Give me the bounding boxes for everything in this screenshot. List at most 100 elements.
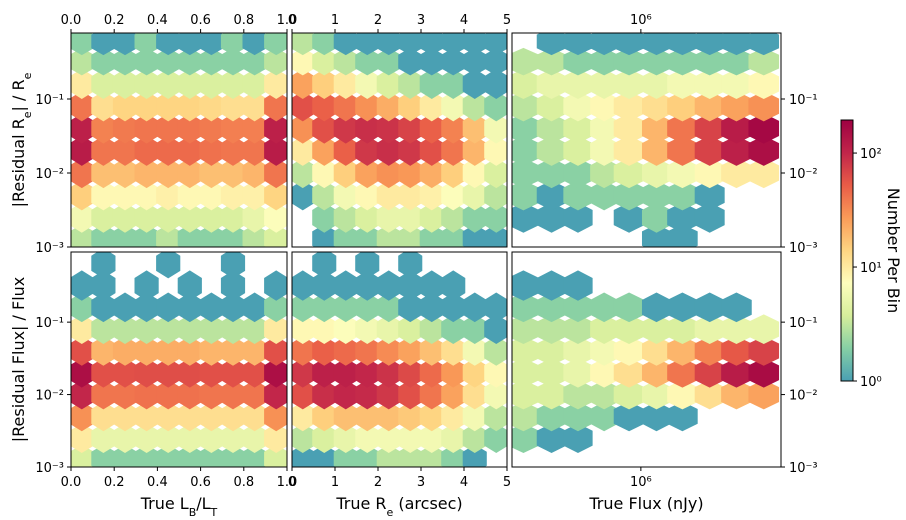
hex-cell bbox=[91, 157, 116, 189]
hex-cell bbox=[199, 202, 224, 233]
hex-cell bbox=[484, 202, 507, 233]
hex-cell bbox=[694, 379, 725, 410]
hex-cell bbox=[694, 292, 725, 323]
hex-cell bbox=[264, 401, 287, 432]
hex-cell bbox=[376, 180, 401, 211]
x-tick-label: 5 bbox=[503, 13, 511, 28]
hex-cell bbox=[694, 68, 725, 100]
hex-cell bbox=[419, 68, 444, 100]
hex-cell bbox=[264, 357, 287, 388]
hex-cell bbox=[355, 379, 380, 410]
hex-cell bbox=[355, 47, 380, 76]
hex-cell bbox=[242, 401, 267, 432]
hex-cell bbox=[613, 135, 645, 166]
hex-cell bbox=[667, 202, 698, 233]
hex-cell bbox=[484, 157, 507, 189]
hex-cell bbox=[462, 202, 487, 233]
hex-cell bbox=[536, 135, 567, 166]
hex-cell bbox=[590, 401, 619, 432]
hex-cell bbox=[220, 270, 246, 301]
hex-cell bbox=[563, 401, 593, 432]
hex-cell bbox=[613, 33, 645, 56]
hex-cell bbox=[333, 113, 358, 144]
hex-cell bbox=[536, 91, 567, 122]
colorbar-tick-label: 10¹ bbox=[860, 261, 882, 276]
hex-cell bbox=[355, 68, 380, 100]
y-tick-label: 10⁻¹ bbox=[789, 93, 818, 108]
hex-cell bbox=[590, 357, 619, 388]
x-tick-label: 0.0 bbox=[61, 475, 82, 490]
hex-cell bbox=[333, 180, 358, 211]
label-part: e bbox=[21, 72, 34, 79]
axis-label: True LB/LT bbox=[140, 494, 218, 519]
label-part: True R bbox=[335, 494, 386, 513]
hex-cell bbox=[312, 157, 337, 189]
hex-cell bbox=[462, 444, 487, 467]
hex-cell bbox=[71, 379, 94, 410]
hex-cell bbox=[333, 401, 358, 432]
hex-cell bbox=[398, 270, 423, 301]
hex-cell bbox=[563, 423, 593, 454]
hex-cell bbox=[134, 379, 159, 410]
hex-cell bbox=[667, 33, 698, 56]
hex-cell bbox=[112, 401, 138, 432]
x-tick-label: 10⁶ bbox=[630, 475, 652, 490]
hex-cell bbox=[333, 336, 358, 366]
hex-cell bbox=[694, 91, 725, 122]
hex-cell bbox=[71, 423, 94, 454]
hex-cell bbox=[71, 135, 94, 166]
hex-cell bbox=[590, 379, 619, 410]
hex-cell bbox=[398, 180, 423, 211]
y-tick-label: 10⁻² bbox=[789, 167, 818, 182]
hex-cell bbox=[536, 292, 567, 323]
hex-cell bbox=[590, 47, 619, 76]
hex-cell bbox=[134, 270, 159, 301]
x-tick-label: 2 bbox=[374, 475, 382, 490]
hex-cell bbox=[441, 68, 466, 100]
panel-frame bbox=[511, 251, 782, 468]
hex-cell bbox=[419, 270, 444, 301]
hex-cell bbox=[484, 113, 507, 144]
hex-cell bbox=[292, 91, 315, 122]
x-tick-label: 0.6 bbox=[190, 475, 211, 490]
hex-cell bbox=[112, 135, 138, 166]
hex-cell bbox=[462, 180, 487, 211]
hex-cell bbox=[441, 157, 466, 189]
hex-cell bbox=[292, 68, 315, 100]
x-tick-label: 0.4 bbox=[147, 13, 168, 28]
label-part: True Flux (nJy) bbox=[588, 494, 703, 513]
hex-cell bbox=[721, 314, 752, 344]
x-tick-label: 4 bbox=[460, 13, 468, 28]
hex-cell bbox=[242, 47, 267, 76]
hex-cell bbox=[694, 336, 725, 366]
hex-cell bbox=[199, 423, 224, 454]
hex-cell bbox=[694, 202, 725, 233]
hex-cell bbox=[641, 336, 672, 366]
hex-cell bbox=[199, 135, 224, 166]
hex-cell bbox=[91, 423, 116, 454]
hex-cell bbox=[264, 91, 287, 122]
y-tick-label: 10⁻² bbox=[35, 167, 64, 182]
hex-cell bbox=[264, 113, 287, 144]
hex-cell bbox=[355, 180, 380, 211]
hex-cell bbox=[376, 336, 401, 366]
hex-cell bbox=[134, 292, 159, 323]
hex-cell bbox=[462, 292, 487, 323]
hex-cell bbox=[264, 423, 287, 454]
hex-cell bbox=[264, 336, 287, 366]
hex-cell bbox=[112, 336, 138, 366]
hex-cell bbox=[220, 357, 246, 388]
hex-cell bbox=[199, 47, 224, 76]
hex-cell bbox=[292, 423, 315, 454]
hex-cell bbox=[563, 292, 593, 323]
hex-cell bbox=[641, 157, 672, 189]
hex-cell bbox=[536, 314, 567, 344]
hex-cell bbox=[134, 314, 159, 344]
hex-cell bbox=[641, 68, 672, 100]
y-tick-label: 10⁻¹ bbox=[35, 316, 64, 331]
hex-cell bbox=[398, 292, 423, 323]
hex-cell bbox=[333, 33, 358, 56]
hex-cell bbox=[91, 292, 116, 323]
hex-cell bbox=[177, 444, 202, 467]
y-tick-label: 10⁻² bbox=[789, 389, 818, 404]
